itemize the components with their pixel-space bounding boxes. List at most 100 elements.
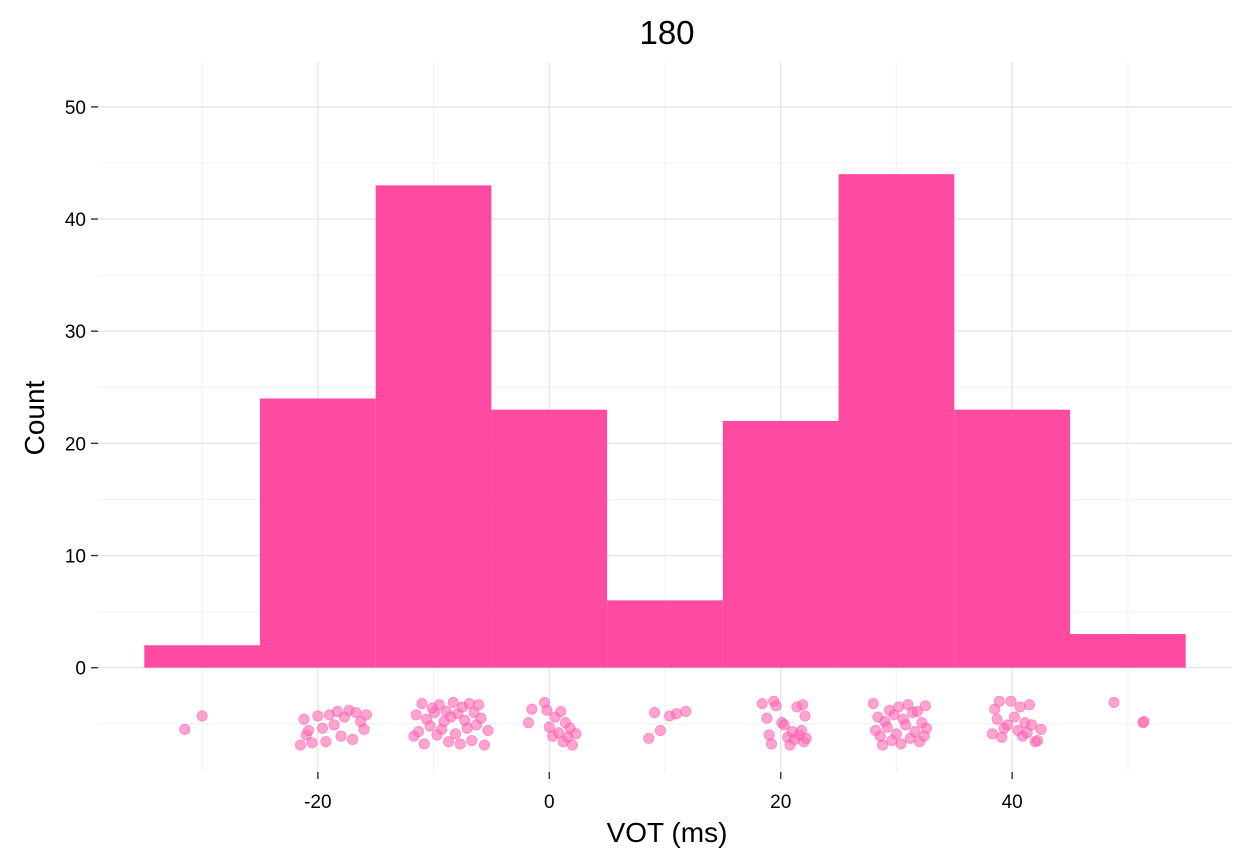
data-point <box>306 737 318 749</box>
data-point <box>778 719 790 731</box>
data-point <box>454 738 466 750</box>
data-point <box>410 709 422 721</box>
data-point <box>570 728 582 740</box>
x-tick-label: -20 <box>304 792 331 813</box>
y-tick-label: 40 <box>65 210 86 231</box>
data-point <box>986 728 999 740</box>
data-point <box>909 726 921 738</box>
data-point <box>1005 695 1017 707</box>
y-tick-label: 50 <box>65 98 86 119</box>
data-point <box>800 732 812 744</box>
data-point <box>876 739 889 751</box>
data-point <box>919 700 931 712</box>
data-point <box>316 722 329 734</box>
histogram-bar <box>722 420 839 668</box>
x-axis-title: VOT (ms) <box>607 817 728 848</box>
data-point <box>418 738 430 750</box>
data-point <box>1023 699 1036 711</box>
histogram-bar <box>375 185 492 668</box>
data-point <box>756 697 768 710</box>
data-point <box>312 710 324 722</box>
data-point <box>867 697 879 710</box>
histogram-bar <box>144 645 260 668</box>
data-point <box>346 733 359 746</box>
data-point <box>799 710 811 722</box>
y-tick-label: 30 <box>65 322 86 343</box>
data-point <box>294 739 307 751</box>
y-tick-label: 10 <box>65 547 86 568</box>
data-point <box>443 736 455 748</box>
data-point <box>900 719 912 731</box>
x-tick-label: 40 <box>1002 792 1023 813</box>
histogram-bar <box>954 409 1070 668</box>
data-point <box>1035 723 1047 735</box>
data-point <box>541 704 553 716</box>
data-point <box>424 720 436 732</box>
histogram-bar <box>260 398 376 668</box>
data-point <box>770 700 782 712</box>
data-point <box>761 712 773 724</box>
data-point <box>447 696 459 709</box>
data-point <box>522 717 535 729</box>
data-point <box>433 699 445 711</box>
data-point <box>881 721 893 733</box>
data-point <box>552 727 565 739</box>
data-point <box>416 697 428 710</box>
histogram-bar <box>838 174 955 668</box>
data-point <box>350 706 362 719</box>
data-point <box>461 722 473 734</box>
data-point <box>475 712 487 724</box>
y-axis-title: Count <box>19 380 50 455</box>
data-point <box>1108 696 1120 709</box>
data-point <box>643 732 655 744</box>
data-point <box>298 713 310 725</box>
histogram-bar <box>491 409 608 668</box>
data-point <box>302 724 315 737</box>
data-point <box>358 723 370 735</box>
data-point <box>911 705 923 718</box>
data-point <box>993 695 1006 707</box>
data-point <box>648 706 661 719</box>
data-point <box>466 734 478 747</box>
data-point <box>196 710 208 722</box>
data-point <box>1008 711 1021 723</box>
histogram-bar <box>607 600 723 668</box>
data-point <box>412 726 425 738</box>
data-point <box>179 723 191 735</box>
data-point <box>1032 734 1044 747</box>
data-point <box>328 719 340 731</box>
jittered-points <box>179 695 1150 751</box>
x-tick-label: 20 <box>770 792 791 813</box>
data-point <box>449 728 462 740</box>
data-point <box>895 738 907 750</box>
data-point <box>1014 701 1026 713</box>
histogram-bar <box>1070 634 1186 668</box>
data-point <box>1026 719 1038 731</box>
histogram-bars <box>144 174 1186 668</box>
data-point <box>360 709 373 721</box>
data-point <box>765 738 778 750</box>
y-tick-label: 20 <box>65 434 86 455</box>
data-point <box>890 728 903 740</box>
data-point <box>473 699 485 711</box>
data-point <box>482 724 494 737</box>
data-point <box>893 701 905 713</box>
data-point <box>1138 715 1150 728</box>
data-point <box>797 699 809 711</box>
data-point <box>335 730 347 742</box>
data-point <box>320 736 332 748</box>
y-axis: 0 10 20 30 40 50 <box>65 98 98 680</box>
data-point <box>654 724 666 737</box>
data-point <box>555 705 567 718</box>
data-point <box>526 703 538 715</box>
data-point <box>478 739 491 751</box>
data-point <box>680 705 692 718</box>
data-point <box>566 739 579 751</box>
x-axis: -20 0 20 40 <box>304 772 1023 813</box>
data-point <box>991 713 1003 725</box>
chart-title: 180 <box>639 14 694 51</box>
y-tick-label: 0 <box>75 659 86 680</box>
x-tick-label: 0 <box>544 792 555 813</box>
data-point <box>920 722 933 734</box>
